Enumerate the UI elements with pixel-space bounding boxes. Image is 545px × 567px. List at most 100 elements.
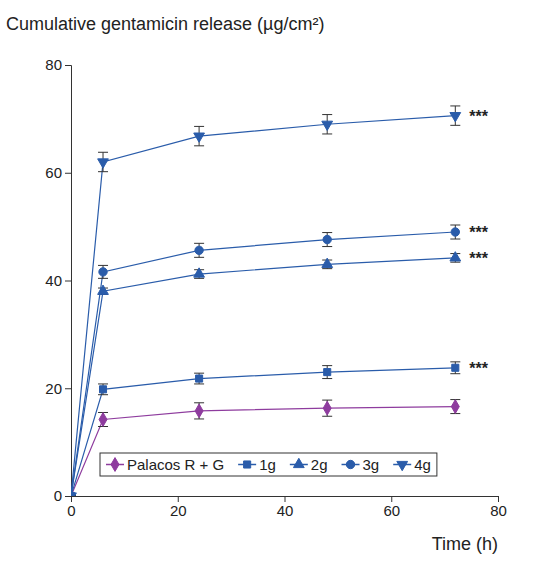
x-tick-label: 60 — [383, 502, 400, 519]
legend-label: 2g — [311, 456, 328, 473]
x-tick-label: 40 — [277, 502, 294, 519]
plot: 0 20 40 60 80 0 20 40 60 80 *** *** *** *** — [45, 56, 507, 518]
error-bar — [98, 384, 108, 395]
error-bar-cap — [98, 152, 108, 153]
legend-entry: 1g — [238, 456, 276, 473]
error-bar-cap — [98, 265, 108, 266]
x-tick: 60 — [383, 496, 400, 519]
annotation: *** — [469, 360, 488, 377]
marker — [99, 413, 107, 427]
error-bar — [322, 366, 332, 379]
error-bar-cap — [322, 268, 332, 269]
series-line — [71, 232, 455, 496]
legend-label: 3g — [363, 456, 380, 473]
legend-marker — [111, 458, 119, 472]
y-tick: 80 — [45, 56, 71, 73]
legend: Palacos R + G1g2g3g4g — [100, 453, 437, 476]
series — [71, 400, 460, 496]
error-bar-cap — [450, 225, 460, 226]
error-bar — [322, 233, 332, 247]
marker — [450, 113, 461, 122]
legend-entry: 2g — [290, 456, 328, 473]
error-bar — [194, 403, 204, 419]
y-tick: 0 — [54, 487, 71, 504]
error-bar-cap — [98, 278, 108, 279]
y-tick-mark — [65, 173, 71, 174]
annotation: *** — [469, 224, 488, 241]
marker — [194, 268, 205, 277]
marker — [71, 493, 76, 496]
marker — [98, 159, 109, 168]
annotations: *** *** *** *** — [469, 108, 488, 377]
error-bar-cap — [450, 262, 460, 263]
x-tick: 40 — [277, 496, 294, 519]
error-bar-cap — [322, 114, 332, 115]
error-bar — [450, 106, 460, 125]
legend-label: 4g — [414, 456, 431, 473]
title: Cumulative gentamicin release (µg/cm²) — [6, 14, 324, 34]
series — [71, 106, 461, 496]
error-bar — [98, 152, 108, 171]
marker — [452, 364, 459, 371]
series — [71, 252, 461, 496]
chart: 0 20 40 60 80 0 20 40 60 80 *** *** *** *** Cumulative… — [0, 0, 545, 567]
marker — [195, 246, 203, 254]
marker — [323, 401, 331, 415]
error-bar — [98, 265, 108, 278]
x-axis: 0 20 40 60 80 — [67, 496, 507, 519]
error-bar-cap — [194, 243, 204, 244]
x-tick-label: 80 — [490, 502, 507, 519]
y-tick-label: 60 — [45, 164, 62, 181]
x-tick: 0 — [67, 496, 75, 519]
error-bar-cap — [194, 145, 204, 146]
legend-box — [100, 453, 437, 476]
series-line — [71, 368, 455, 496]
marker — [451, 228, 459, 236]
y-tick-mark — [65, 496, 71, 497]
x-axis-title: Time (h) — [432, 534, 498, 554]
error-bar-cap — [98, 171, 108, 172]
error-bar — [194, 373, 204, 384]
error-bar-cap — [450, 125, 460, 126]
y-axis: 0 20 40 60 80 — [45, 56, 71, 504]
y-tick: 60 — [45, 164, 71, 181]
legend-marker — [244, 461, 251, 468]
marker — [99, 386, 106, 393]
error-bar — [194, 126, 204, 145]
series-line — [71, 258, 455, 496]
error-bar-cap — [322, 246, 332, 247]
marker — [98, 285, 109, 294]
y-tick-mark — [65, 388, 71, 389]
y-tick: 40 — [45, 272, 71, 289]
marker — [99, 268, 107, 276]
y-tick-label: 20 — [45, 380, 62, 397]
annotation: *** — [469, 108, 488, 125]
series-line — [71, 116, 455, 496]
error-bar-cap — [450, 373, 460, 374]
marker — [323, 235, 331, 243]
marker — [324, 369, 331, 376]
y-tick: 20 — [45, 380, 71, 397]
x-tick-label: 20 — [170, 502, 187, 519]
x-tick: 80 — [490, 496, 507, 519]
error-bar-cap — [194, 383, 204, 384]
error-bar-cap — [194, 278, 204, 279]
legend-marker — [346, 460, 354, 468]
error-bar — [322, 115, 332, 134]
error-bar — [322, 400, 332, 416]
legend-label: 1g — [259, 456, 276, 473]
error-bar-cap — [322, 365, 332, 366]
y-tick-label: 0 — [54, 487, 62, 504]
marker — [322, 121, 333, 130]
legend-entry: 3g — [342, 456, 380, 473]
data-area — [71, 106, 461, 496]
marker — [322, 258, 333, 267]
series-line — [71, 407, 455, 496]
error-bar-cap — [450, 105, 460, 106]
annotation: *** — [469, 250, 488, 267]
marker — [450, 252, 461, 261]
marker — [196, 375, 203, 382]
legend-marker — [293, 458, 304, 467]
error-bar-cap — [98, 394, 108, 395]
error-bar-cap — [194, 373, 204, 374]
